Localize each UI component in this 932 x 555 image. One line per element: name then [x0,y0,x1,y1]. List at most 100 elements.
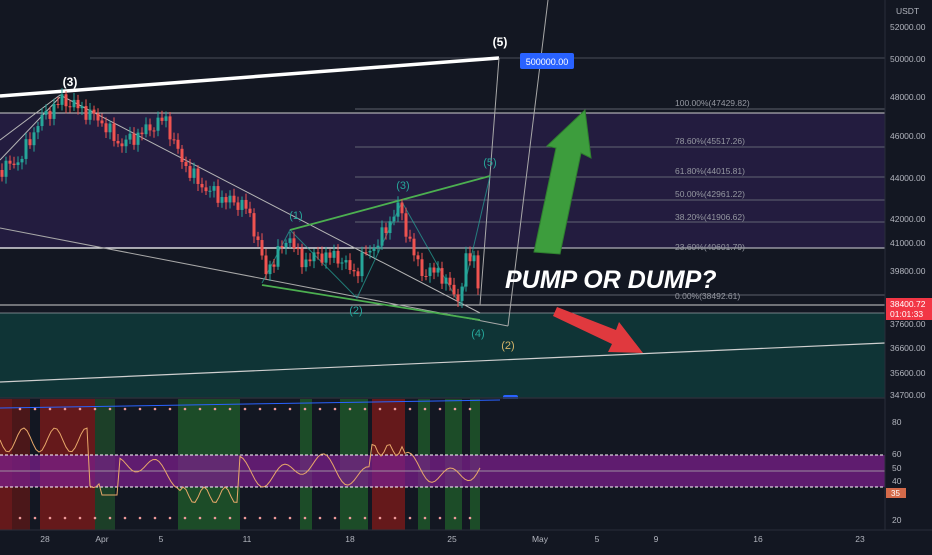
candle-body [300,248,304,268]
candle-body [148,124,152,131]
up-arrow[interactable] [533,108,592,255]
candle-body [248,208,252,214]
indicator-dot [93,407,97,411]
fib-label: 23.60%(40601.79) [675,242,745,252]
candle-body [256,236,260,241]
indicator-dot [18,516,22,520]
indicator-line[interactable] [0,427,481,503]
candle-body [160,117,164,121]
indicator-dot [303,407,307,411]
down-arrow[interactable] [553,307,643,353]
indicator-dot [258,407,262,411]
wave-label-5-major: (5) [493,35,508,49]
candle-body [432,267,436,273]
candle-body [108,123,112,133]
candle-body [356,271,360,277]
candle-body [276,246,280,267]
indicator-dot [78,407,82,411]
candle-body [4,160,8,177]
indicator-dot [108,407,112,411]
wave-label-2: (2) [349,305,362,317]
candle-body [344,260,348,263]
candle-body [68,106,72,108]
fib-label: 78.60%(45517.26) [675,136,745,146]
candlesticks[interactable] [0,88,480,308]
indicator-trendline [0,399,501,409]
candle-body [348,260,352,270]
candle-body [460,286,464,301]
indicator-dot [48,516,52,520]
candle-body [188,166,192,178]
candle-body [48,110,52,119]
target-price-badge[interactable] [520,53,574,69]
candle-body [416,255,420,260]
time-axis[interactable] [0,530,932,550]
candle-body [316,252,320,254]
candle-body [448,277,452,285]
indicator-tick: 80 [892,417,902,427]
candle-body [376,245,380,248]
indicator-value-badge[interactable] [886,488,906,498]
candle-body [384,227,388,234]
price-tick: 44000.00 [890,173,926,183]
candle-body [140,132,144,135]
candle-body [88,109,92,120]
fib-label: 0.00%(38492.61) [675,291,740,301]
indicator-dot [318,407,322,411]
candle-body [264,255,268,275]
long-support-trendline[interactable] [0,342,886,383]
teal-support-zone [0,313,885,398]
fib-retracement[interactable] [355,108,885,296]
indicator-dot [348,516,352,520]
indicator-dot [273,407,277,411]
candle-body [352,269,356,272]
price-tick: 37600.00 [890,319,926,329]
indicator-tick: 50 [892,463,902,473]
candle-body [320,253,324,263]
time-tick: 5 [595,534,600,544]
fib-label: 100.00%(47429.82) [675,98,750,108]
candle-body [452,284,456,295]
price-tick: 41000.00 [890,238,926,248]
candle-body [92,109,96,114]
current-price-badge[interactable] [886,298,932,320]
indicator-dot [93,516,97,520]
indicator-dot [408,516,412,520]
major-trendline[interactable] [0,56,500,98]
indicator-dot [423,407,427,411]
candle-body [332,250,336,258]
projection-line-5[interactable] [479,57,500,306]
time-tick: 18 [345,534,355,544]
channel-lower-line[interactable] [0,227,509,327]
candle-body [380,227,384,246]
indicator-dot [393,407,397,411]
price-axis[interactable] [885,0,932,530]
indicator-dot [438,516,442,520]
time-tick: 11 [243,534,252,544]
wave-channel-lower[interactable] [261,284,481,321]
indicator-dot [468,516,472,520]
candle-body [156,117,160,131]
rise-trendline[interactable] [0,94,61,141]
indicator-dot [243,516,247,520]
indicator-dot [33,516,37,520]
candle-body [280,246,284,248]
indicator-pane[interactable] [0,399,885,530]
candle-body [116,140,120,144]
price-tick: 36600.00 [890,343,926,353]
countdown-label: 01:01:33 [890,309,923,319]
candle-body [96,113,100,121]
candle-body [180,148,184,163]
indicator-dot [438,407,442,411]
candle-body [100,120,104,124]
indicator-dot [138,407,142,411]
candle-body [340,262,344,264]
candle-body [164,116,168,121]
candle-body [220,197,224,203]
candle-body [396,202,400,217]
wave-channel-upper[interactable] [289,175,491,231]
indicator-tick: 60 [892,449,902,459]
indicator-dot [108,516,112,520]
